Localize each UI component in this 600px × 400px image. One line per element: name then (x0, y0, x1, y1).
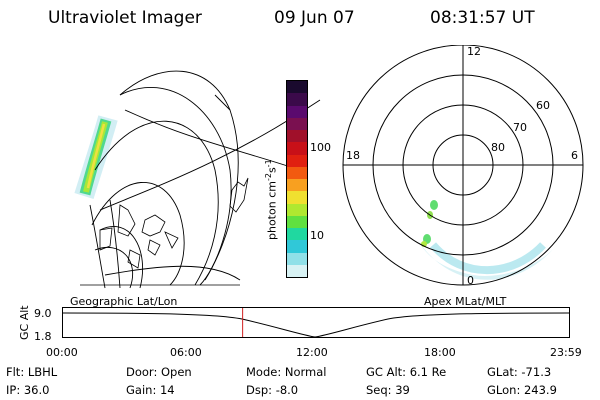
date-label: 09 Jun 07 (274, 8, 355, 28)
info-flt: Flt: LBHL (6, 365, 58, 379)
colorbar-band-0 (287, 81, 307, 94)
info-gc-alt: GC Alt: 6.1 Re (366, 365, 447, 379)
lat-label-70: 70 (513, 121, 527, 134)
geographic-caption: Geographic Lat/Lon (70, 295, 178, 308)
info-gain: Gain: 14 (126, 383, 175, 397)
map-limb (119, 86, 232, 286)
info-glat: GLat: -71.3 (487, 365, 552, 379)
orbit-xtick-0: 00:00 (46, 346, 78, 359)
colorbar-band-8 (287, 179, 307, 192)
colorbar-band-10 (287, 203, 307, 216)
info-dsp: Dsp: -8.0 (246, 383, 299, 397)
colorbar-band-9 (287, 191, 307, 204)
orbit-altitude-plot (62, 307, 570, 338)
colorbar-band-13 (287, 240, 307, 253)
mlt-label-18: 18 (346, 149, 360, 162)
info-glon: GLon: 243.9 (487, 383, 557, 397)
auroral-oval-right (418, 200, 558, 280)
auroral-arc-left (74, 115, 118, 199)
colorbar-band-7 (287, 166, 307, 179)
colorbar-band-1 (287, 93, 307, 106)
orbit-plot-frame (62, 307, 570, 338)
colorbar-band-3 (287, 117, 307, 130)
info-door: Door: Open (126, 365, 192, 379)
colorbar-band-15 (287, 264, 307, 277)
colorbar-label: photon cm-2s-1 (264, 159, 279, 240)
time-label: 08:31:57 UT (430, 8, 535, 28)
coastline (99, 177, 249, 269)
lat-label-60: 60 (536, 99, 550, 112)
info-seq: Seq: 39 (366, 383, 410, 397)
mlt-label-0: 0 (467, 274, 474, 287)
colorbar-band-11 (287, 215, 307, 228)
colorbar-tick-10: 10 (310, 229, 324, 242)
mlt-label-12: 12 (467, 45, 481, 58)
orbit-xtick-3: 18:00 (424, 346, 456, 359)
orbit-altitude-curve (62, 312, 570, 338)
colorbar-band-12 (287, 228, 307, 241)
orbit-xtick-1: 06:00 (170, 346, 202, 359)
colorbar-band-5 (287, 142, 307, 155)
info-mode: Mode: Normal (246, 365, 327, 379)
mlt-label-6: 6 (571, 149, 578, 162)
colorbar-tick-100: 100 (310, 141, 331, 154)
orbit-ylabel: GC Alt (18, 305, 31, 340)
orbit-ytick-max: 9.0 (34, 307, 52, 320)
orbit-ytick-min: 1.8 (34, 330, 52, 343)
colorbar-band-6 (287, 154, 307, 167)
orbit-xtick-4: 23:59 (550, 346, 582, 359)
apex-caption: Apex MLat/MLT (424, 295, 507, 308)
colorbar (286, 80, 308, 278)
orbit-xtick-2: 12:00 (296, 346, 328, 359)
lat-label-80: 80 (491, 141, 505, 154)
info-ip: IP: 36.0 (6, 383, 50, 397)
colorbar-band-4 (287, 130, 307, 143)
colorbar-band-2 (287, 105, 307, 118)
colorbar-band-14 (287, 252, 307, 265)
polar-mlat-mlt-plot: 12 18 6 0 60 70 80 (342, 45, 584, 287)
instrument-title: Ultraviolet Imager (48, 8, 202, 28)
